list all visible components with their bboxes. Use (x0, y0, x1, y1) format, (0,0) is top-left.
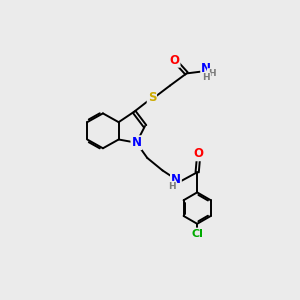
Text: H: H (202, 73, 210, 82)
Text: N: N (131, 136, 141, 149)
Text: H: H (168, 182, 176, 191)
Text: O: O (194, 147, 204, 160)
Text: H: H (208, 69, 215, 78)
Text: O: O (169, 54, 179, 67)
Text: S: S (148, 92, 156, 104)
Text: N: N (171, 173, 181, 186)
Text: Cl: Cl (191, 229, 203, 238)
Text: N: N (201, 62, 211, 75)
